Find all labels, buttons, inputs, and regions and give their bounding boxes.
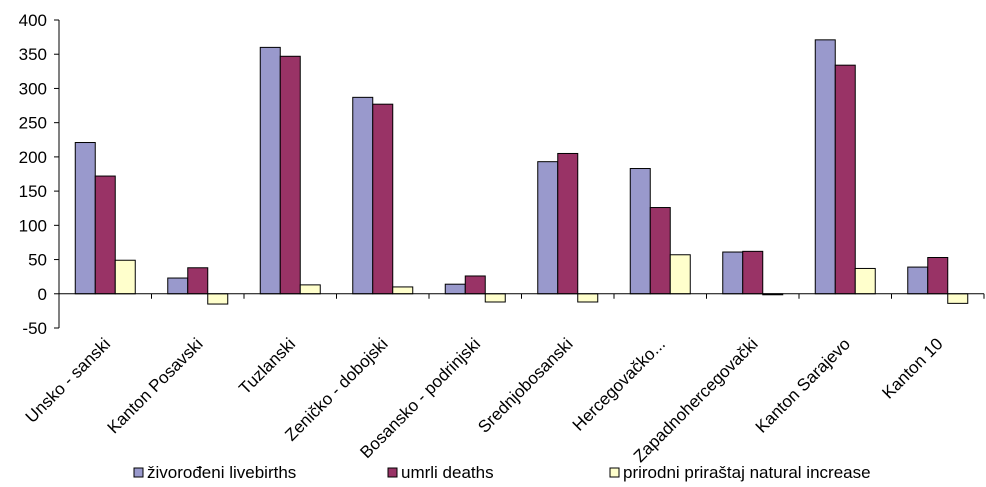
bar (444, 283, 466, 295)
y-tick-label: 200 (19, 148, 47, 167)
bar (187, 267, 209, 295)
y-tick-label: 300 (19, 79, 47, 98)
y-tick-label: 0 (38, 285, 47, 304)
legend-label: umrli deaths (401, 463, 494, 482)
bar (722, 251, 744, 295)
bar (94, 175, 116, 295)
x-tick-label: Kanton Posavski (104, 334, 207, 437)
legend-swatch (609, 467, 620, 478)
bar (392, 286, 414, 295)
x-tick-label: Hercegovačko... (569, 334, 669, 434)
x-tick-label: Kanton 10 (878, 334, 946, 402)
x-tick-label: Tuzlanski (235, 334, 299, 398)
y-tick-label: 400 (19, 11, 47, 30)
bar (854, 267, 876, 295)
bar (74, 142, 96, 295)
bar (207, 293, 229, 305)
bar (814, 39, 836, 295)
legend-swatch (133, 467, 144, 478)
legend: živorođeni livebirths umrli deaths prirodn… (133, 463, 871, 482)
bar (279, 55, 301, 295)
y-tick-label: 350 (19, 45, 47, 64)
bar (577, 293, 599, 303)
bar (167, 277, 189, 295)
bar (352, 96, 374, 295)
legend-label: živorođeni livebirths (147, 463, 296, 482)
bars (74, 39, 969, 305)
bar (742, 250, 764, 295)
x-tick-label: Srednjobosanski (474, 334, 576, 436)
bar (299, 284, 321, 295)
y-axis: -50 0 50 100 150 200 250 300 350 400 (19, 11, 60, 338)
bar (947, 293, 969, 304)
y-tick-label: -50 (22, 319, 47, 338)
bar (557, 152, 579, 295)
bar (669, 254, 691, 295)
legend-label: prirodni priraštaj natural increase (623, 463, 871, 482)
bar (649, 207, 671, 295)
bar (834, 64, 856, 295)
x-tick-label: Zeničko - dobojski (281, 334, 391, 444)
y-tick-label: 50 (28, 251, 47, 270)
bar (484, 293, 506, 303)
y-tick-label: 250 (19, 114, 47, 133)
y-tick-label: 150 (19, 182, 47, 201)
bar (907, 266, 929, 295)
legend-swatch (387, 467, 398, 478)
x-tick-label: Unsko - sanski (22, 334, 114, 426)
bar (537, 161, 559, 295)
bar (114, 259, 136, 295)
bar (927, 257, 949, 295)
bar (372, 103, 394, 295)
x-tick-label: Kanton Sarajevo (752, 334, 854, 436)
bar (629, 168, 651, 295)
y-tick-label: 100 (19, 216, 47, 235)
bar (259, 46, 281, 295)
bar (464, 275, 486, 295)
